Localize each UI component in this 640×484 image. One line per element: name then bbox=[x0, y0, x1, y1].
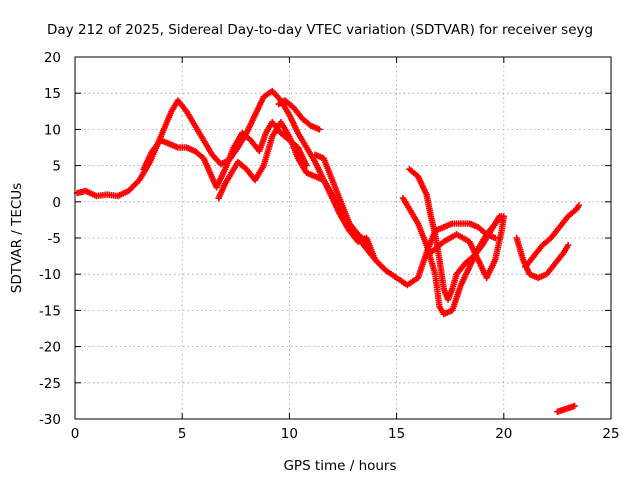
data-series-track-e bbox=[311, 151, 370, 245]
data-series-track-k bbox=[554, 402, 578, 415]
data-point bbox=[564, 242, 572, 249]
y-tick-label: -25 bbox=[39, 376, 61, 392]
x-tick-label: 25 bbox=[602, 426, 619, 442]
data-series-track-g bbox=[399, 194, 505, 318]
data-point bbox=[571, 402, 578, 410]
x-tick-label: 5 bbox=[178, 426, 187, 442]
y-tick-label: -30 bbox=[39, 412, 61, 428]
chart-title: Day 212 of 2025, Sidereal Day-to-day VTE… bbox=[47, 22, 593, 38]
x-tick-label: 15 bbox=[388, 426, 405, 442]
y-tick-label: 20 bbox=[44, 50, 61, 66]
y-tick-label: 0 bbox=[52, 195, 61, 211]
data-point bbox=[363, 238, 370, 245]
y-tick-label: -20 bbox=[39, 340, 61, 356]
data-point bbox=[371, 256, 379, 263]
x-tick-label: 10 bbox=[281, 426, 298, 442]
data-series-track-c bbox=[215, 118, 379, 263]
data-series-track-a bbox=[73, 87, 499, 289]
grid-layer bbox=[75, 57, 611, 419]
data-series-track-i bbox=[513, 234, 572, 282]
y-axis-label: SDTVAR / TECUs bbox=[9, 183, 25, 293]
data-series-track-d bbox=[275, 97, 323, 133]
y-tick-label: 5 bbox=[52, 159, 61, 175]
data-point bbox=[500, 213, 507, 220]
x-tick-label: 0 bbox=[71, 426, 80, 442]
data-point bbox=[316, 126, 323, 133]
y-tick-label: 10 bbox=[44, 122, 61, 138]
data-layer bbox=[73, 87, 583, 415]
x-tick-label: 20 bbox=[495, 426, 512, 442]
y-tick-label: 15 bbox=[44, 86, 61, 102]
data-point bbox=[575, 202, 583, 209]
tick-layer: 0 5 10 15 20 25 -30 -25 -20 -15 -10 -5 0 5 10 15 20 bbox=[39, 50, 620, 442]
data-point bbox=[492, 234, 499, 242]
y-tick-label: -15 bbox=[39, 303, 61, 319]
data-series-track-h bbox=[427, 213, 507, 282]
x-axis-label: GPS time / hours bbox=[283, 458, 396, 474]
y-tick-label: -5 bbox=[48, 231, 61, 247]
data-series-track-j bbox=[522, 202, 583, 271]
y-tick-label: -10 bbox=[39, 267, 61, 283]
plot-frame bbox=[74, 56, 612, 420]
